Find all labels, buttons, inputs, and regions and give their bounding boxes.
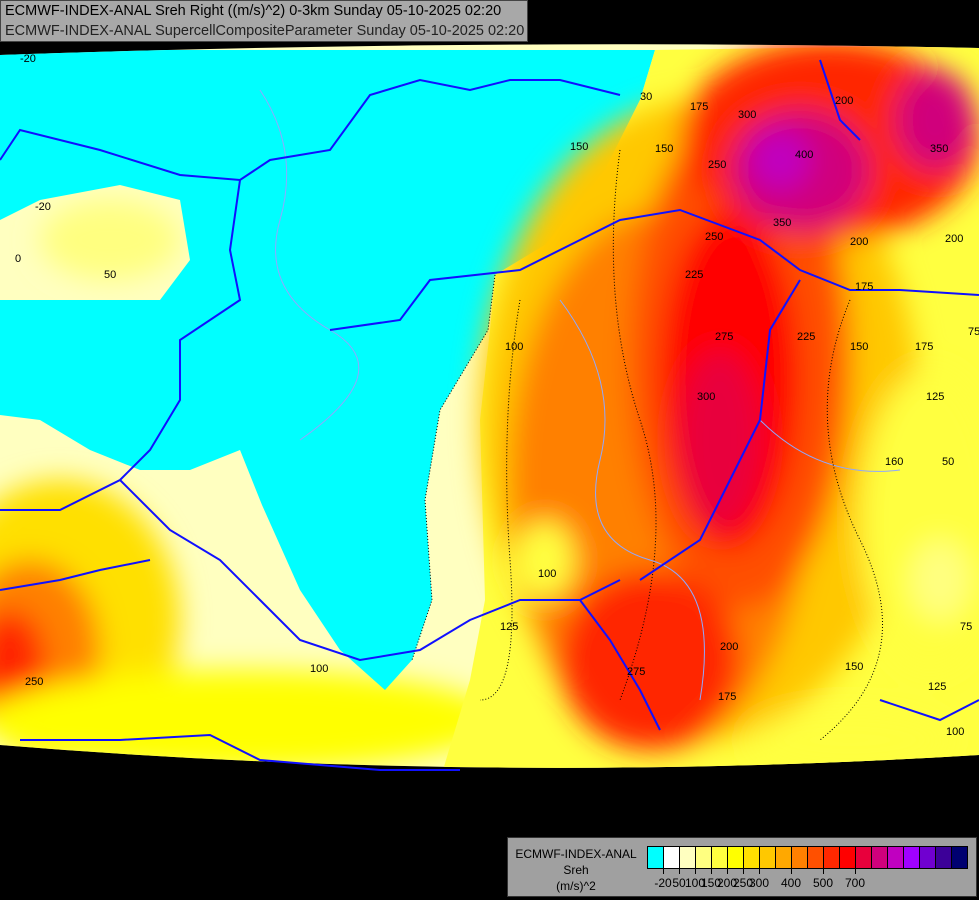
contour-label: 0 — [15, 253, 21, 265]
rivers — [259, 89, 901, 701]
contour-label: 125 — [928, 681, 946, 693]
legend-swatch — [920, 847, 936, 868]
legend-label: 100 — [684, 876, 706, 890]
contour-label: 175 — [915, 341, 933, 353]
legend-swatch — [744, 847, 760, 868]
contour-label: 275 — [627, 666, 645, 678]
legend-label: 200 — [716, 876, 738, 890]
contour-label: 300 — [738, 109, 756, 121]
legend-tick — [823, 869, 824, 874]
title-bar: ECMWF-INDEX-ANAL Sreh Right ((m/s)^2) 0-… — [0, 0, 528, 42]
legend-unit: (m/s)^2 — [556, 879, 596, 893]
contour-label: 150 — [850, 341, 868, 353]
contour-label: 175 — [690, 101, 708, 113]
country-borders — [0, 59, 979, 771]
contour-label: 200 — [720, 641, 738, 653]
legend-swatch — [776, 847, 792, 868]
legend-swatch — [888, 847, 904, 868]
title-line-1: ECMWF-INDEX-ANAL Sreh Right ((m/s)^2) 0-… — [5, 3, 502, 19]
legend-label: 500 — [812, 876, 834, 890]
contour-label: 150 — [655, 143, 673, 155]
legend-swatch — [952, 847, 967, 868]
contours — [411, 149, 883, 741]
legend-swatch — [824, 847, 840, 868]
contour-label: 200 — [835, 95, 853, 107]
contour-label: -20 — [35, 201, 51, 213]
legend-swatch — [904, 847, 920, 868]
legend-label: 150 — [700, 876, 722, 890]
legend-model: ECMWF-INDEX-ANAL — [515, 847, 637, 861]
contour-label: 225 — [685, 269, 703, 281]
title-line-2: ECMWF-INDEX-ANAL SupercellCompositeParam… — [5, 23, 525, 39]
legend-variable: Sreh — [563, 863, 589, 877]
legend-label: 400 — [780, 876, 802, 890]
contour-label: 275 — [715, 331, 733, 343]
legend-label: 250 — [732, 876, 754, 890]
legend-swatch — [648, 847, 664, 868]
contour-label: 150 — [845, 661, 863, 673]
contour-labels: -20 -20 50 0 30 175 300 250 400 350 150 250 200 200 22… — [15, 53, 979, 738]
contour-label: 250 — [25, 676, 43, 688]
data-field — [0, 44, 979, 768]
legend-tick — [695, 869, 696, 874]
legend-tick — [679, 869, 680, 874]
legend-label: 50 — [672, 876, 686, 890]
contour-label: 250 — [705, 231, 723, 243]
legend-label: 700 — [844, 876, 866, 890]
legend-swatch — [808, 847, 824, 868]
legend-title: ECMWF-INDEX-ANAL Sreh (m/s)^2 — [512, 846, 640, 894]
legend-tick — [663, 869, 664, 874]
legend-colorbar — [647, 846, 968, 869]
contour-label: 400 — [795, 149, 813, 161]
contour-label: 100 — [538, 568, 556, 580]
contour-label: 150 — [570, 141, 588, 153]
color-legend: ECMWF-INDEX-ANAL Sreh (m/s)^2 -20 50 100 15… — [507, 837, 977, 897]
legend-swatch — [712, 847, 728, 868]
legend-swatch — [936, 847, 952, 868]
legend-tick — [791, 869, 792, 874]
contour-label: 200 — [945, 233, 963, 245]
legend-swatch — [760, 847, 776, 868]
legend-swatch — [696, 847, 712, 868]
legend-tick — [759, 869, 760, 874]
legend-swatch — [856, 847, 872, 868]
contour-label: 350 — [930, 143, 948, 155]
legend-tick — [855, 869, 856, 874]
legend-tick — [743, 869, 744, 874]
contour-label: 100 — [310, 663, 328, 675]
legend-swatch — [840, 847, 856, 868]
contour-label: 300 — [697, 391, 715, 403]
contour-label: 160 — [885, 456, 903, 468]
contour-label: 30 — [640, 91, 652, 103]
contour-label: 100 — [946, 726, 964, 738]
contour-label: 225 — [797, 331, 815, 343]
contour-label: 50 — [942, 456, 954, 468]
legend-swatch — [680, 847, 696, 868]
contour-label: 75 — [968, 326, 979, 338]
contour-label: 175 — [855, 281, 873, 293]
legend-swatch — [792, 847, 808, 868]
legend-tick — [727, 869, 728, 874]
contour-label: 200 — [850, 236, 868, 248]
legend-label: -20 — [654, 876, 672, 890]
contour-label: 50 — [104, 269, 116, 281]
contour-label: 75 — [960, 621, 972, 633]
legend-swatch — [728, 847, 744, 868]
contour-label: 250 — [708, 159, 726, 171]
contour-label: 175 — [718, 691, 736, 703]
legend-tick — [711, 869, 712, 874]
contour-label: 100 — [505, 341, 523, 353]
contour-label: -20 — [20, 53, 36, 65]
contour-label: 125 — [500, 621, 518, 633]
legend-swatch — [664, 847, 680, 868]
contour-label: 350 — [773, 217, 791, 229]
contour-label: 125 — [926, 391, 944, 403]
legend-label: 300 — [748, 876, 770, 890]
legend-swatch — [872, 847, 888, 868]
